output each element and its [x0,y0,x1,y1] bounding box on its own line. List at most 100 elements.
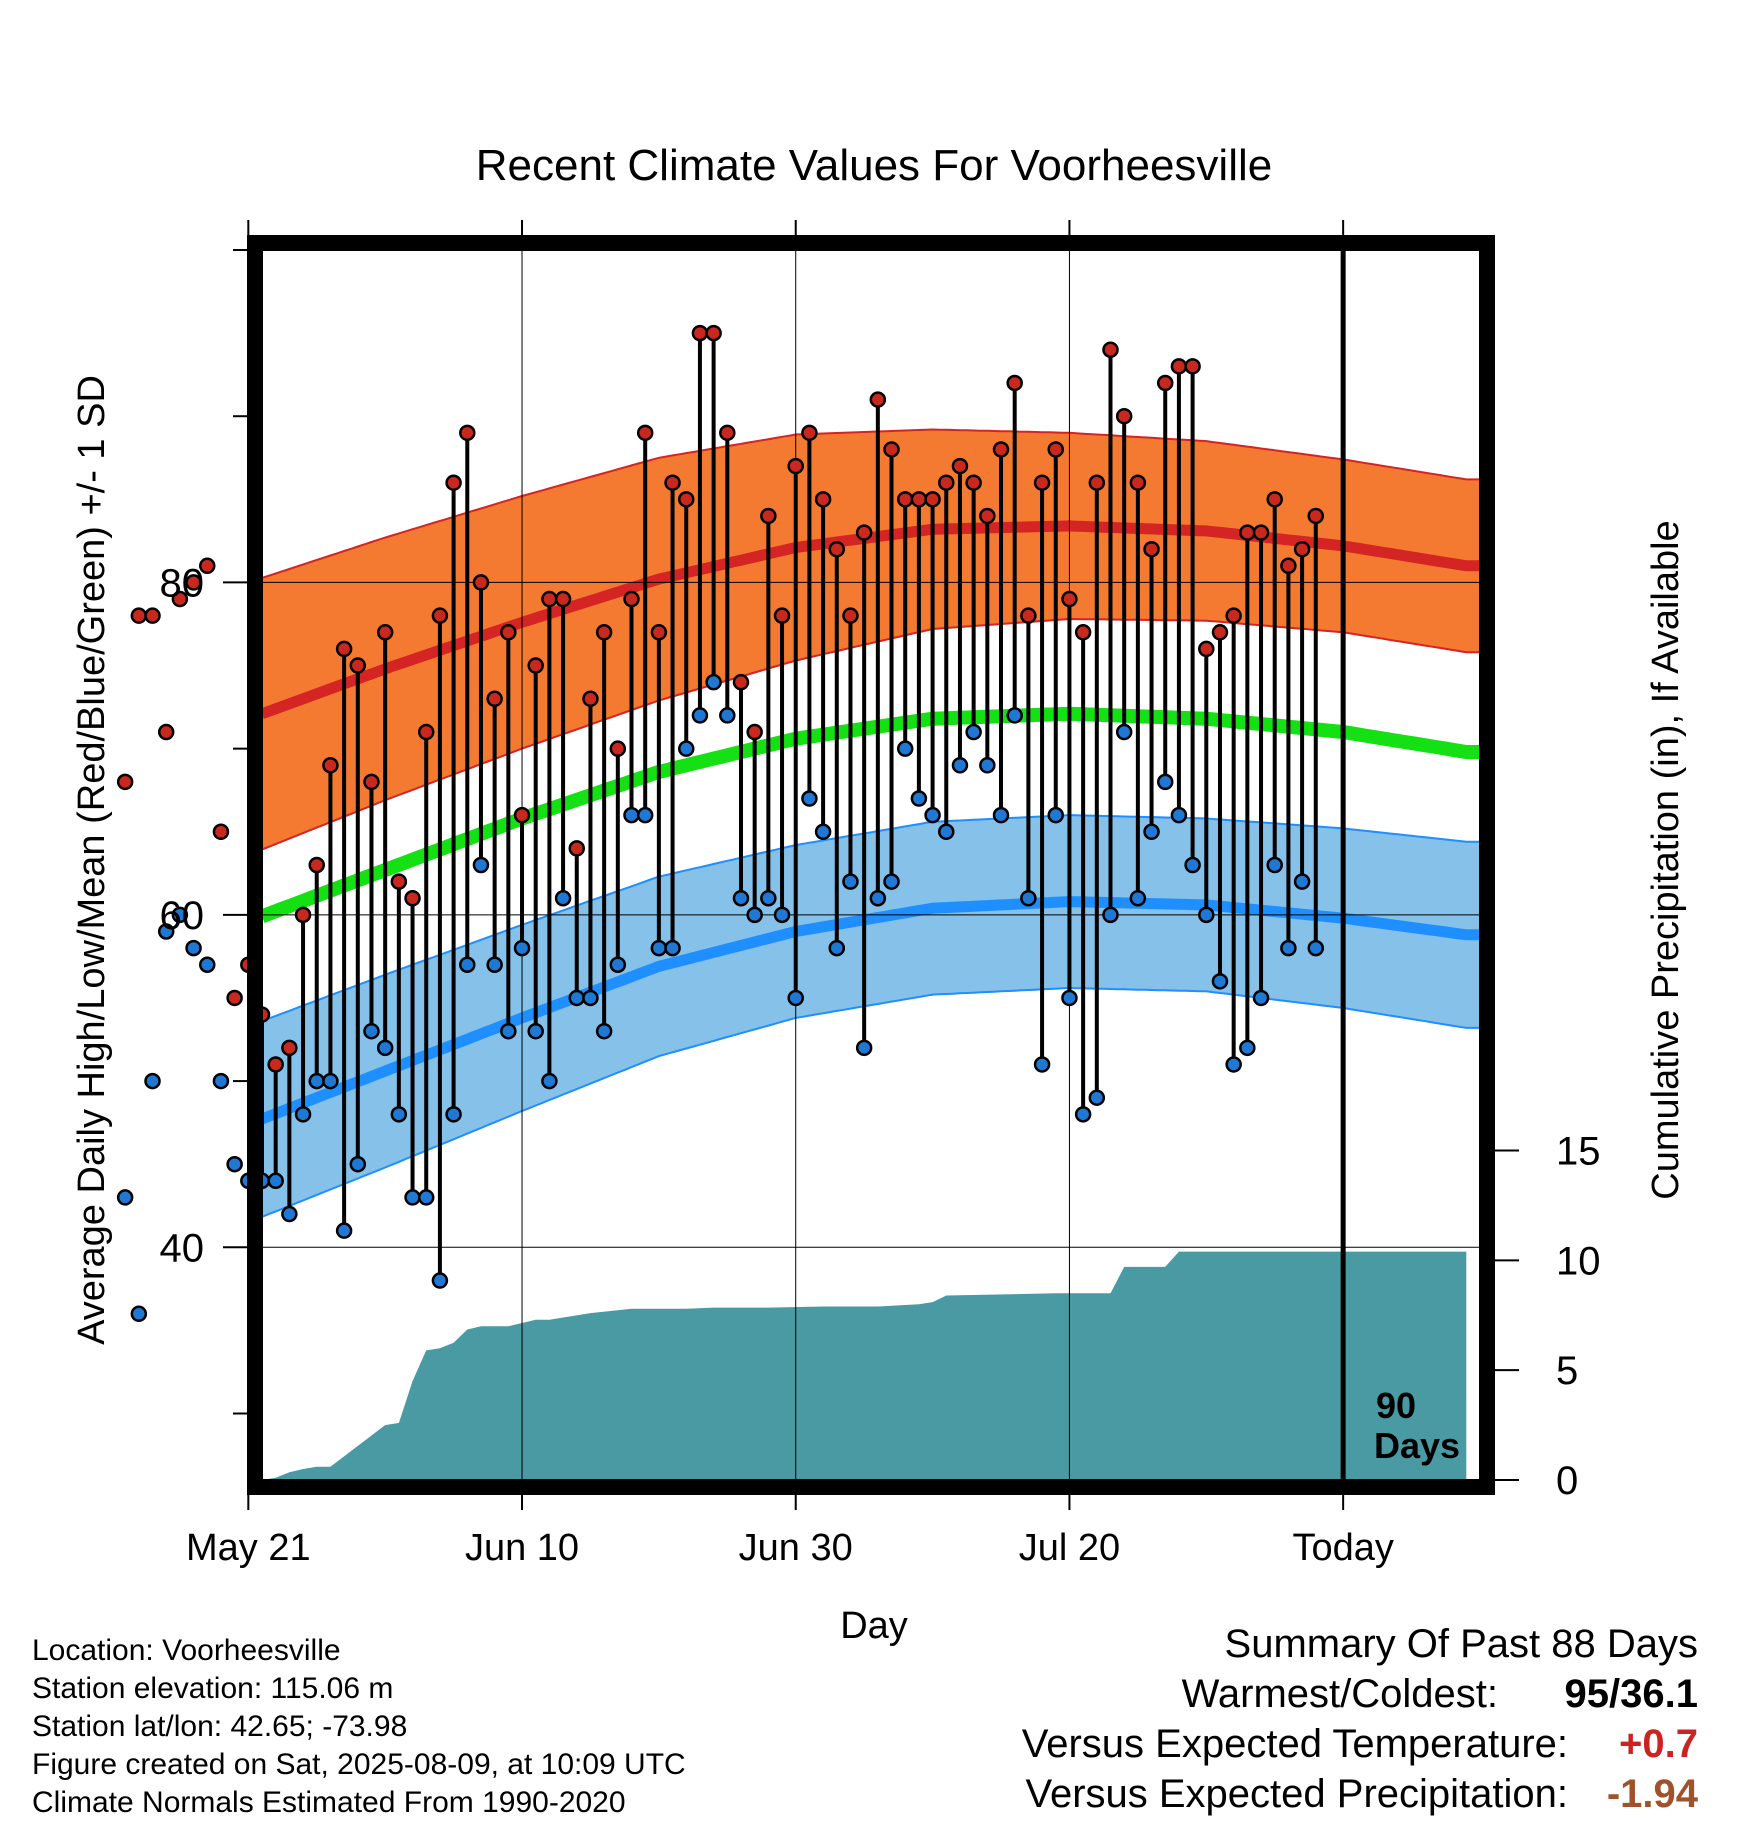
daily-low-point [1047,806,1065,824]
daily-high-point [979,507,996,525]
daily-high-point [1088,474,1106,491]
summary-label: Versus Expected Temperature: [1021,1722,1568,1766]
daily-low-point [965,723,982,741]
daily-high-point [1020,607,1037,624]
daily-low-point [130,1305,148,1323]
daily-low-point [1225,1056,1242,1073]
daily-high-point [951,457,969,475]
summary-value: +0.7 [1619,1722,1698,1766]
daily-low-point [376,1039,394,1057]
daily-low-point [896,740,914,757]
daily-high-point [144,607,161,624]
daily-high-point [1184,358,1201,375]
daily-low-point [951,757,969,774]
daily-high-point [459,424,476,442]
daily-high-point [1061,590,1078,608]
daily-high-point [157,723,175,741]
daily-low-point [308,1072,325,1090]
x-tick-label: Today [1292,1527,1393,1569]
daily-low-point [404,1189,421,1206]
daily-low-point [349,1155,367,1173]
daily-low-point [1266,856,1283,874]
daily-high-point [568,840,586,857]
x-tick-label: Jun 10 [465,1527,579,1569]
daily-low-point [513,939,531,957]
daily-high-point [842,607,859,624]
daily-low-point [842,873,859,890]
daily-high-point [855,524,873,541]
x-axis-label: Day [840,1605,908,1647]
daily-low-point [1184,856,1201,874]
daily-high-point [171,590,189,608]
daily-high-point [677,491,695,508]
daily-low-point [691,707,709,724]
plot-frame-group [247,235,1495,1495]
y-right-tick-label: 10 [1556,1239,1601,1283]
summary-label: Warmest/Coldest: [1181,1672,1498,1716]
daily-high-point [582,690,599,708]
daily-high-point [1239,524,1256,541]
daily-low-point [1129,889,1147,907]
daily-high-point [773,607,791,624]
daily-low-point [760,889,777,907]
daily-high-point [1047,441,1065,458]
today-days-word: Days [1374,1425,1460,1466]
axes-group: May 21 Jun 10 Jun 30 Jul 20 Today 40 60 80 0 5 10 1… [160,220,1601,1569]
daily-high-point [746,723,763,741]
elevation-text: Station elevation: 115.06 m [32,1672,394,1705]
precipitation-area [262,1251,1467,1480]
summary-label: Versus Expected Precipitation: [1025,1772,1568,1816]
y-right-tick-label: 15 [1556,1130,1601,1174]
daily-low-point [1198,906,1215,924]
daily-low-point [1293,873,1311,890]
daily-high-point [431,607,449,624]
high-sd-band [262,428,1480,851]
daily-high-point [294,906,312,924]
daily-high-point [116,773,134,791]
daily-low-point [1088,1089,1106,1106]
daily-low-point [1239,1039,1256,1057]
daily-range-stems-group [262,333,1318,1281]
daily-low-point [855,1039,873,1057]
today-marker-group: 90 Days [1340,250,1460,1480]
summary-value: 95/36.1 [1564,1672,1698,1716]
daily-low-point [979,757,996,774]
daily-low-point [801,790,818,807]
daily-high-point [636,424,654,442]
summary-value: -1.94 [1606,1772,1698,1816]
normal-low-line [262,896,1480,1125]
daily-high-point [732,673,750,691]
daily-low-point [1115,723,1133,741]
daily-low-point [924,806,941,824]
daily-low-point [869,889,887,907]
daily-low-point [144,1072,161,1090]
daily-low-point [938,823,955,841]
daily-low-point [294,1106,312,1123]
daily-low-point [486,956,503,973]
daily-high-point [1006,374,1023,392]
daily-low-point [1211,973,1229,990]
daily-high-point [1156,374,1174,392]
daily-high-point [349,657,367,674]
daily-high-point [417,723,435,741]
daily-low-point [500,1022,517,1040]
daily-high-point [705,324,722,342]
normal-high-line [262,520,1480,719]
daily-low-point [1102,906,1119,924]
location-text: Location: Voorheesville [32,1634,341,1667]
daily-low-point [814,823,832,841]
daily-low-point [992,806,1010,824]
daily-high-point [938,474,955,491]
daily-low-point [787,989,804,1007]
daily-high-point [1102,341,1119,358]
daily-low-point [157,923,175,940]
daily-high-point [527,657,544,674]
daily-high-point [1293,540,1311,558]
daily-low-point [431,1272,449,1289]
daily-high-point [1198,640,1215,658]
low-sd-band [262,814,1480,1218]
daily-low-point [445,1106,462,1123]
daily-low-point [363,1022,380,1040]
daily-low-point [1074,1106,1092,1123]
